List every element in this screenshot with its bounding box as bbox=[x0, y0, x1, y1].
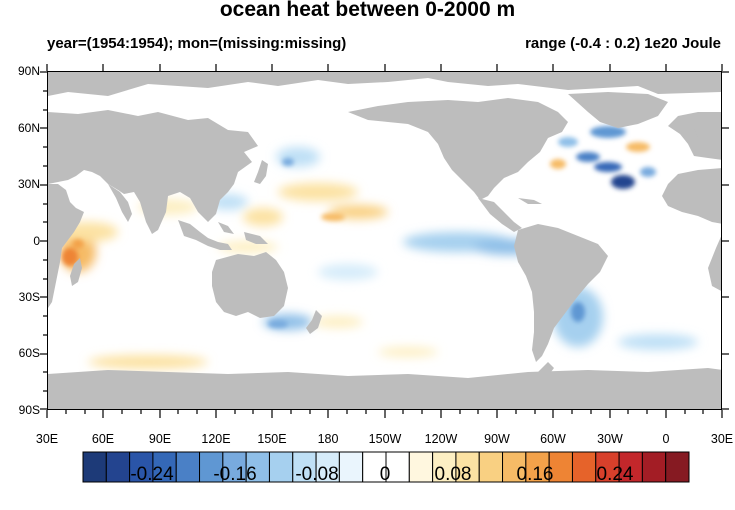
lat-label-equator: 0 bbox=[33, 234, 40, 248]
lat-label-90s: 90S bbox=[18, 403, 40, 417]
colorbar-label-008: 0.08 bbox=[434, 464, 472, 485]
lon-label-60w: 60W bbox=[540, 432, 566, 446]
colorbar-cells bbox=[82, 451, 690, 483]
colorbar-cell bbox=[82, 451, 107, 483]
map-canvas bbox=[48, 72, 721, 409]
lat-label-60s: 60S bbox=[18, 346, 40, 360]
time-range-subtitle: year=(1954:1954); mon=(missing:missing) bbox=[47, 35, 347, 52]
lon-label-30e-right: 30E bbox=[710, 432, 734, 446]
land-masses bbox=[48, 72, 721, 409]
ocean-heat-map bbox=[47, 71, 722, 410]
lon-label-0: 0 bbox=[662, 432, 670, 446]
map-title: ocean heat between 0-2000 m bbox=[219, 0, 516, 21]
axis-ticks bbox=[40, 64, 729, 418]
lon-label-120e: 120E bbox=[201, 432, 231, 446]
lon-label-120w: 120W bbox=[424, 432, 458, 446]
lon-label-30w: 30W bbox=[597, 432, 623, 446]
lat-label-60n: 60N bbox=[17, 121, 40, 135]
lon-label-90w: 90W bbox=[484, 432, 510, 446]
lon-label-30e: 30E bbox=[35, 432, 59, 446]
lon-label-90e: 90E bbox=[148, 432, 172, 446]
colorbar-label-neg024: -0.24 bbox=[130, 464, 174, 485]
lon-label-150e: 150E bbox=[257, 432, 287, 446]
lat-label-30s: 30S bbox=[18, 290, 40, 304]
lat-label-30n: 30N bbox=[17, 177, 40, 191]
colorbar-label-zero: 0 bbox=[379, 464, 391, 485]
lon-label-150w: 150W bbox=[368, 432, 402, 446]
lon-label-180: 180 bbox=[317, 432, 339, 446]
colorbar-cell bbox=[665, 451, 690, 483]
colorbar bbox=[82, 451, 690, 483]
colorbar-label-neg008: -0.08 bbox=[295, 464, 339, 485]
lat-label-90n: 90N bbox=[17, 64, 40, 78]
lon-label-60e: 60E bbox=[91, 432, 115, 446]
colorbar-label-024: 0.24 bbox=[596, 464, 634, 485]
colorbar-label-016: 0.16 bbox=[516, 464, 554, 485]
anomaly-accents bbox=[62, 126, 656, 328]
colorbar-label-neg016: -0.16 bbox=[213, 464, 257, 485]
value-range-subtitle: range (-0.4 : 0.2) 1e20 Joule bbox=[525, 35, 721, 52]
